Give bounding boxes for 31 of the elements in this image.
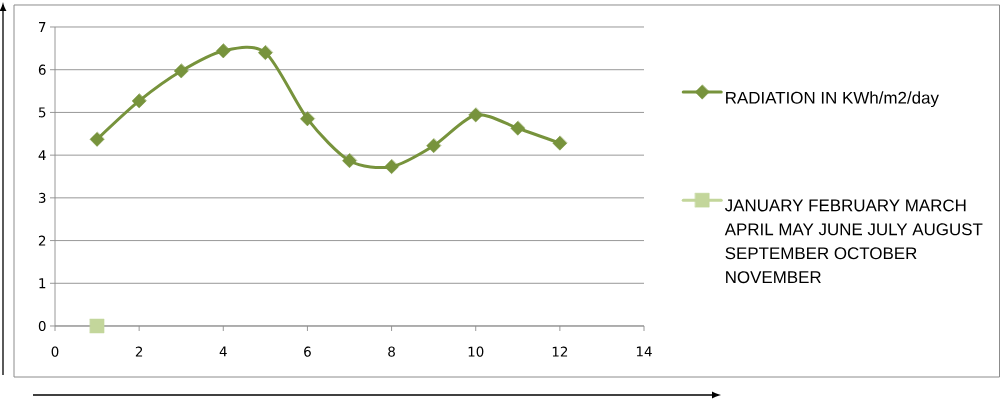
- x-tick-label: 10: [468, 346, 484, 357]
- point: [89, 318, 105, 334]
- x-tick-label: 6: [304, 346, 311, 357]
- x-tick-label: 4: [219, 346, 227, 357]
- point: [426, 138, 441, 154]
- y-tick-label: 4: [38, 150, 46, 161]
- point: [258, 45, 273, 60]
- point: [552, 135, 568, 151]
- legend-label: RADIATION IN KWh/m2/day: [726, 91, 939, 108]
- x-tick-label: 8: [388, 346, 395, 357]
- x-tick-label: 12: [552, 346, 568, 357]
- point: [131, 93, 147, 109]
- y-tick-label: 6: [38, 64, 46, 75]
- point: [89, 132, 105, 147]
- point: [468, 107, 484, 123]
- point: [300, 111, 315, 127]
- y-tick-label: 7: [39, 22, 46, 32]
- x-tick-label: 14: [636, 346, 652, 357]
- x-tick-label: 2: [135, 346, 143, 357]
- point: [342, 153, 357, 169]
- point: [215, 43, 231, 59]
- x-tick-label: 0: [51, 346, 59, 357]
- legend-label: JANUARY FEBRUARY MARCH APRIL MAY JUNE JULY AUGUST SEPTEMBER OCTOBER NOVEMBER: [724, 199, 983, 284]
- y-tick-label: 1: [39, 278, 46, 289]
- y-tick-label: 2: [38, 235, 46, 246]
- y-tick-label: 5: [38, 107, 46, 118]
- point: [173, 63, 189, 79]
- y-tick-label: 3: [38, 192, 46, 203]
- point: [510, 120, 526, 136]
- y-tick-label: 0: [38, 320, 46, 332]
- point: [384, 159, 399, 174]
